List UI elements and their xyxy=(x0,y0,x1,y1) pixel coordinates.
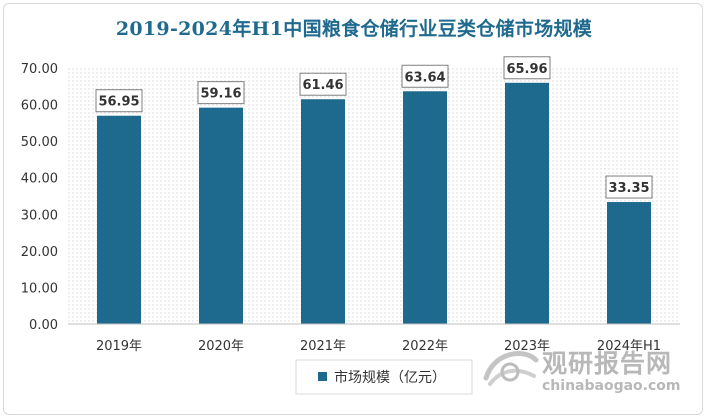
value-label: 33.35 xyxy=(608,181,649,196)
bar xyxy=(403,91,447,324)
y-tick-label: 60.00 xyxy=(21,99,58,114)
value-label-box xyxy=(401,64,449,88)
bar xyxy=(505,82,549,324)
bar xyxy=(97,115,141,325)
x-tick-label: 2021年 xyxy=(300,339,346,354)
value-label-box xyxy=(197,81,245,105)
value-label: 65.96 xyxy=(506,62,547,77)
y-tick-label: 20.00 xyxy=(21,245,58,260)
y-tick-label: 70.00 xyxy=(21,62,58,77)
x-tick-label: 2022年 xyxy=(402,339,448,354)
y-tick-label: 50.00 xyxy=(21,135,58,150)
y-tick-label: 10.00 xyxy=(21,281,58,296)
value-label-box xyxy=(95,89,143,113)
bar xyxy=(607,202,651,324)
watermark-en: chinabaogao.com xyxy=(542,378,681,394)
legend-label: 市场规模（亿元） xyxy=(334,369,446,386)
x-tick-label: 2023年 xyxy=(504,339,550,354)
value-label-box xyxy=(605,175,653,199)
y-tick-label: 40.00 xyxy=(21,172,58,187)
watermark: 观研报告网 chinabaogao.com xyxy=(480,340,700,402)
value-label-box xyxy=(299,72,347,96)
value-label: 59.16 xyxy=(200,87,241,102)
legend: 市场规模（亿元） xyxy=(295,359,473,395)
value-label: 56.95 xyxy=(98,95,139,110)
bar xyxy=(301,99,345,325)
y-tick-label: 0.00 xyxy=(29,318,58,333)
watermark-cn: 观研报告网 xyxy=(542,349,673,378)
legend-swatch xyxy=(318,372,327,381)
watermark-logo-icon xyxy=(483,351,539,386)
y-tick-label: 30.00 xyxy=(21,208,58,223)
bar xyxy=(199,107,243,324)
value-label-box xyxy=(503,56,551,80)
value-label: 61.46 xyxy=(302,78,343,93)
x-tick-label: 2020年 xyxy=(198,339,244,354)
value-label: 63.64 xyxy=(404,70,445,85)
plot-area-background xyxy=(68,68,680,324)
x-tick-label: 2024年H1 xyxy=(597,339,661,354)
chart-title: 2019-2024年H1中国粮食仓储行业豆类仓储市场规模 xyxy=(115,18,593,40)
x-tick-label: 2019年 xyxy=(96,339,142,354)
